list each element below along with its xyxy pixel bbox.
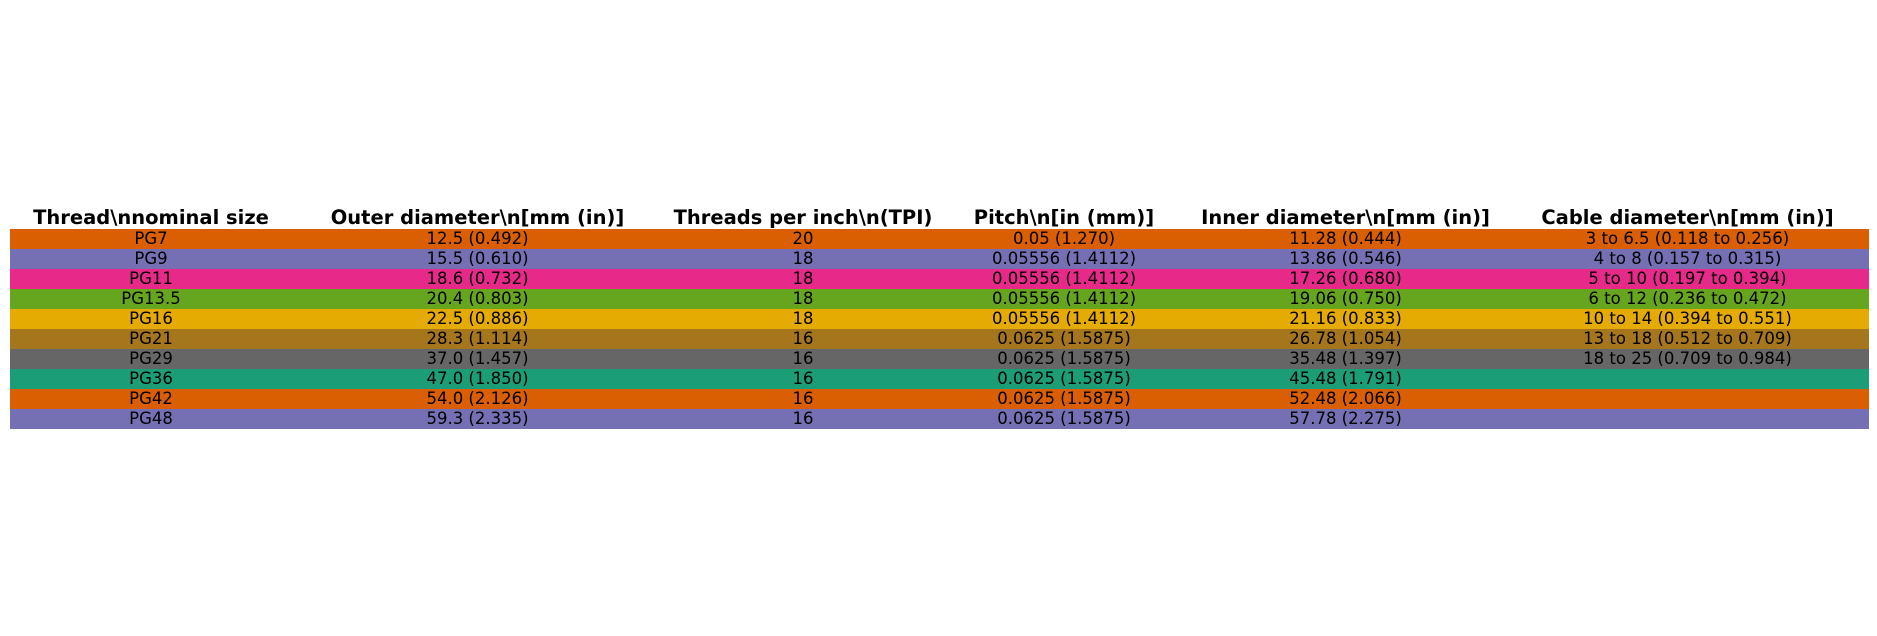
cell-tpi: 18 bbox=[792, 249, 814, 268]
thread-size-table: Thread\nnominal size Outer diameter\n[mm… bbox=[10, 204, 1869, 429]
table-row: PG16 22.5 (0.886) 18 0.05556 (1.4112) 21.16 … bbox=[10, 309, 1869, 329]
cell-thread-size: PG48 bbox=[129, 409, 173, 428]
cell-tpi: 16 bbox=[792, 389, 814, 408]
cell-thread-size: PG36 bbox=[129, 369, 173, 388]
table-row: PG48 59.3 (2.335) 16 0.0625 (1.5875) 57.78 (… bbox=[10, 409, 1869, 429]
cell-pitch: 0.0625 (1.5875) bbox=[997, 409, 1131, 428]
column-header-pitch: Pitch\n[in (mm)] bbox=[943, 204, 1185, 229]
cell-inner-diameter: 13.86 (0.546) bbox=[1289, 249, 1402, 268]
cell-inner-diameter: 11.28 (0.444) bbox=[1289, 229, 1402, 248]
cell-inner-diameter: 26.78 (1.054) bbox=[1289, 329, 1402, 348]
cell-thread-size: PG13.5 bbox=[121, 289, 181, 308]
cell-inner-diameter: 21.16 (0.833) bbox=[1289, 309, 1402, 328]
table-row: PG7 12.5 (0.492) 20 0.05 (1.270) 11.28 (0.44… bbox=[10, 229, 1869, 249]
cell-thread-size: PG9 bbox=[134, 249, 168, 268]
cell-tpi: 18 bbox=[792, 269, 814, 288]
cell-pitch: 0.0625 (1.5875) bbox=[997, 369, 1131, 388]
cell-cable-diameter: 10 to 14 (0.394 to 0.551) bbox=[1583, 309, 1792, 328]
cell-pitch: 0.0625 (1.5875) bbox=[997, 349, 1131, 368]
cell-inner-diameter: 45.48 (1.791) bbox=[1289, 369, 1402, 388]
cell-inner-diameter: 52.48 (2.066) bbox=[1289, 389, 1402, 408]
cell-pitch: 0.0625 (1.5875) bbox=[997, 329, 1131, 348]
cell-cable-diameter: 4 to 8 (0.157 to 0.315) bbox=[1593, 249, 1782, 268]
thread-size-table-container: Thread\nnominal size Outer diameter\n[mm… bbox=[10, 204, 1869, 429]
table-row: PG42 54.0 (2.126) 16 0.0625 (1.5875) 52.48 (… bbox=[10, 389, 1869, 409]
table-row: PG9 15.5 (0.610) 18 0.05556 (1.4112) 13.86 (… bbox=[10, 249, 1869, 269]
cell-cable-diameter bbox=[1506, 369, 1869, 389]
cell-tpi: 16 bbox=[792, 329, 814, 348]
cell-cable-diameter bbox=[1506, 389, 1869, 409]
cell-outer-diameter: 37.0 (1.457) bbox=[426, 349, 529, 368]
cell-thread-size: PG11 bbox=[129, 269, 173, 288]
cell-cable-diameter: 13 to 18 (0.512 to 0.709) bbox=[1583, 329, 1792, 348]
cell-outer-diameter: 12.5 (0.492) bbox=[426, 229, 529, 248]
cell-inner-diameter: 57.78 (2.275) bbox=[1289, 409, 1402, 428]
table-row: PG36 47.0 (1.850) 16 0.0625 (1.5875) 45.48 (… bbox=[10, 369, 1869, 389]
cell-outer-diameter: 18.6 (0.732) bbox=[426, 269, 529, 288]
cell-pitch: 0.05556 (1.4112) bbox=[991, 249, 1137, 268]
cell-tpi: 16 bbox=[792, 369, 814, 388]
cell-inner-diameter: 17.26 (0.680) bbox=[1289, 269, 1402, 288]
column-header-inner-diameter: Inner diameter\n[mm (in)] bbox=[1185, 204, 1506, 229]
column-header-outer-diameter: Outer diameter\n[mm (in)] bbox=[292, 204, 663, 229]
cell-pitch: 0.05556 (1.4112) bbox=[991, 309, 1137, 328]
column-header-thread-nominal-size: Thread\nnominal size bbox=[10, 204, 292, 229]
cell-tpi: 16 bbox=[792, 349, 814, 368]
cell-pitch: 0.05556 (1.4112) bbox=[991, 289, 1137, 308]
cell-inner-diameter: 35.48 (1.397) bbox=[1289, 349, 1402, 368]
cell-tpi: 16 bbox=[792, 409, 814, 428]
column-header-threads-per-inch: Threads per inch\n(TPI) bbox=[663, 204, 943, 229]
cell-inner-diameter: 19.06 (0.750) bbox=[1289, 289, 1402, 308]
cell-thread-size: PG21 bbox=[129, 329, 173, 348]
cell-cable-diameter: 3 to 6.5 (0.118 to 0.256) bbox=[1585, 229, 1790, 248]
cell-tpi: 18 bbox=[792, 289, 814, 308]
cell-outer-diameter: 22.5 (0.886) bbox=[426, 309, 529, 328]
cell-thread-size: PG42 bbox=[129, 389, 173, 408]
cell-outer-diameter: 20.4 (0.803) bbox=[426, 289, 529, 308]
table-body: PG7 12.5 (0.492) 20 0.05 (1.270) 11.28 (0.44… bbox=[10, 229, 1869, 429]
cell-tpi: 20 bbox=[792, 229, 814, 248]
cell-outer-diameter: 15.5 (0.610) bbox=[426, 249, 529, 268]
cell-outer-diameter: 59.3 (2.335) bbox=[426, 409, 529, 428]
cell-cable-diameter: 5 to 10 (0.197 to 0.394) bbox=[1588, 269, 1787, 288]
cell-cable-diameter: 18 to 25 (0.709 to 0.984) bbox=[1583, 349, 1792, 368]
header-row: Thread\nnominal size Outer diameter\n[mm… bbox=[10, 204, 1869, 229]
cell-cable-diameter: 6 to 12 (0.236 to 0.472) bbox=[1588, 289, 1787, 308]
table-row: PG13.5 20.4 (0.803) 18 0.05556 (1.4112) 19.0… bbox=[10, 289, 1869, 309]
cell-thread-size: PG7 bbox=[134, 229, 168, 248]
cell-pitch: 0.0625 (1.5875) bbox=[997, 389, 1131, 408]
table-row: PG21 28.3 (1.114) 16 0.0625 (1.5875) 26.78 (… bbox=[10, 329, 1869, 349]
cell-cable-diameter bbox=[1506, 409, 1869, 429]
cell-pitch: 0.05 (1.270) bbox=[1012, 229, 1116, 248]
cell-thread-size: PG16 bbox=[129, 309, 173, 328]
cell-tpi: 18 bbox=[792, 309, 814, 328]
cell-outer-diameter: 54.0 (2.126) bbox=[426, 389, 529, 408]
column-header-cable-diameter: Cable diameter\n[mm (in)] bbox=[1506, 204, 1869, 229]
cell-outer-diameter: 47.0 (1.850) bbox=[426, 369, 529, 388]
table-row: PG11 18.6 (0.732) 18 0.05556 (1.4112) 17.26 … bbox=[10, 269, 1869, 289]
table-row: PG29 37.0 (1.457) 16 0.0625 (1.5875) 35.48 (… bbox=[10, 349, 1869, 369]
cell-thread-size: PG29 bbox=[129, 349, 173, 368]
cell-pitch: 0.05556 (1.4112) bbox=[991, 269, 1137, 288]
cell-outer-diameter: 28.3 (1.114) bbox=[426, 329, 529, 348]
